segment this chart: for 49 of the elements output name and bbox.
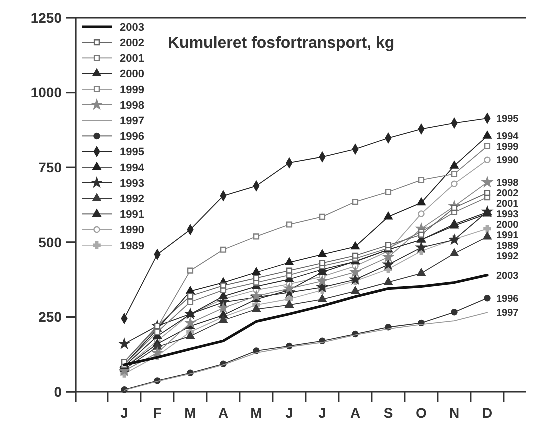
text: 1993 [496, 210, 519, 221]
text: 1992 [496, 252, 519, 263]
legend-label: 1989 [120, 240, 144, 252]
text: 2000 [496, 220, 519, 232]
text: Kumuleret fosfortransport, kg [168, 35, 395, 52]
x-tick-label: J [120, 405, 128, 421]
legend-label: 1996 [120, 131, 144, 144]
text: 1995 [496, 114, 519, 126]
legend-label: 1997 [120, 115, 144, 128]
text: 2003 [496, 270, 519, 282]
legend-label: 1998 [120, 100, 144, 112]
legend-label: 1992 [120, 193, 144, 206]
y-tick-label: 0 [54, 384, 62, 400]
legend-label: 2002 [120, 37, 144, 50]
legend-label: 1994 [120, 162, 146, 174]
text: 1990 [496, 156, 519, 167]
x-tick-label: A [218, 405, 229, 421]
y-tick-label: 750 [38, 160, 62, 176]
legend-label: 1991 [120, 209, 144, 222]
x-tick-label: A [350, 405, 361, 421]
legend-label: 1990 [120, 224, 144, 237]
y-tick-label: 1250 [30, 10, 62, 26]
y-tick-label: 500 [38, 234, 62, 250]
legend-label: 2003 [120, 22, 144, 34]
x-tick-label: N [449, 405, 460, 421]
x-tick-label: J [318, 405, 326, 421]
y-tick-label: 1000 [30, 84, 62, 101]
text: 1998 [496, 178, 519, 190]
text: 2002 [496, 188, 519, 200]
x-tick-label: M [250, 405, 262, 421]
text: 1989 [496, 241, 519, 252]
x-tick-label: D [482, 405, 493, 421]
x-tick-label: F [153, 405, 162, 421]
y-tick-label: 250 [38, 309, 62, 326]
legend-label: 2001 [120, 53, 144, 66]
text: 2001 [496, 199, 519, 210]
legend-label: 1999 [120, 84, 144, 96]
x-tick-label: S [384, 405, 394, 421]
text: 1999 [496, 142, 519, 154]
text: 1994 [496, 132, 519, 143]
x-tick-label: M [184, 405, 196, 421]
x-tick-label: J [286, 405, 294, 421]
legend-label: 2000 [120, 68, 144, 81]
x-tick-label: O [416, 405, 428, 421]
legend-label: 1995 [120, 146, 144, 159]
text: 1991 [496, 230, 519, 242]
text: 1997 [496, 308, 519, 320]
text: 1996 [496, 294, 519, 305]
legend-label: 1993 [120, 178, 144, 190]
